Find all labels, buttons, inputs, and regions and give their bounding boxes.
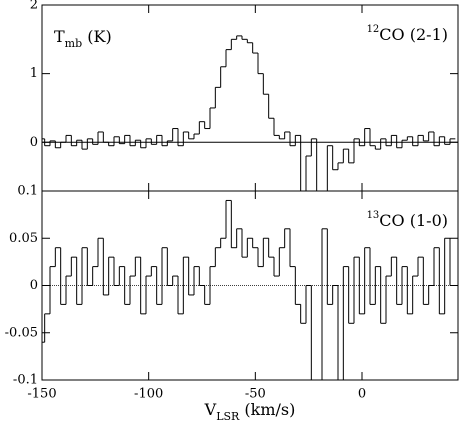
- panel-frame: [41, 190, 459, 381]
- label-text: (km/s): [239, 400, 295, 419]
- y-tick-label: 0: [30, 135, 38, 150]
- label-text: T: [54, 27, 65, 46]
- y-tick-label: 2: [30, 0, 38, 13]
- label-text: CO (2-1): [379, 25, 448, 44]
- x-tick-label: -150: [27, 387, 56, 402]
- plot-area: [42, 199, 458, 380]
- label-text: V: [204, 400, 217, 419]
- y-axis-label: Tmb (K): [54, 27, 112, 50]
- x-tick-label: 0: [358, 387, 366, 402]
- subscript: LSR: [216, 410, 240, 423]
- x-axis-label: VLSR (km/s): [204, 400, 296, 423]
- x-tick-label: -100: [134, 387, 163, 402]
- label-text: CO (1-0): [379, 211, 448, 230]
- step-risers: [44, 35, 451, 191]
- plot-area: [42, 35, 458, 191]
- y-tick-label: -0.05: [5, 325, 38, 340]
- annotation: 13CO (1-0): [367, 210, 448, 230]
- label-text: (K): [82, 27, 112, 46]
- x-tick-label: -50: [245, 387, 266, 402]
- y-tick-label: -0.1: [13, 373, 38, 388]
- y-tick-label: 0.05: [9, 231, 38, 246]
- subscript: mb: [65, 37, 82, 50]
- supscript: 12: [367, 24, 380, 35]
- step-risers: [44, 200, 451, 380]
- annotation: 12CO (2-1): [367, 24, 448, 44]
- supscript: 13: [367, 210, 380, 221]
- y-tick-label: 0.1: [17, 184, 38, 199]
- y-tick-label: 0: [30, 278, 38, 293]
- y-tick-label: 1: [30, 66, 38, 81]
